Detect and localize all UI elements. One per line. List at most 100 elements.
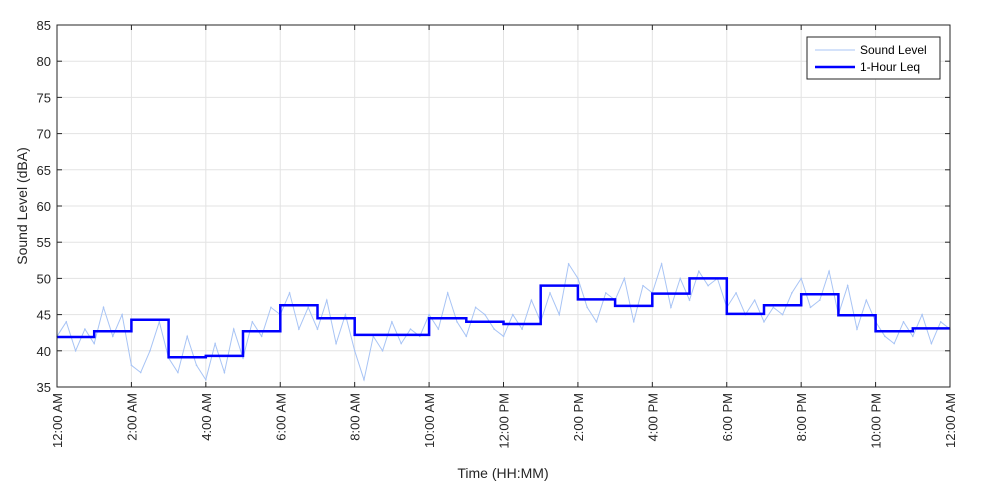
- sound-level-point: [512, 313, 514, 316]
- sound-level-point: [586, 306, 589, 309]
- y-tick-label: 40: [37, 344, 51, 359]
- legend-label-sound-level: Sound Level: [860, 43, 927, 57]
- sound-level-point: [344, 313, 347, 316]
- sound-level-point: [502, 335, 505, 338]
- sound-level-point: [632, 321, 635, 323]
- x-tick-label: 12:00 AM: [50, 393, 65, 448]
- sound-level-point: [288, 292, 291, 294]
- sound-level-point: [670, 306, 672, 309]
- sound-level-point: [121, 313, 123, 316]
- x-tick-label: 2:00 PM: [571, 393, 586, 441]
- sound-level-point: [298, 328, 300, 330]
- sound-level-point: [149, 350, 151, 352]
- x-tick-label: 6:00 PM: [720, 393, 735, 441]
- sound-level-point: [65, 321, 68, 323]
- sound-level-point: [74, 350, 77, 352]
- x-tick-label: 12:00 PM: [497, 393, 512, 449]
- sound-level-point: [307, 306, 309, 309]
- sound-level-point: [893, 342, 895, 345]
- sound-level-point: [186, 335, 189, 338]
- sound-level-point: [921, 313, 923, 316]
- sound-level-point: [493, 328, 495, 330]
- sound-level-point: [195, 364, 198, 367]
- legend-box: [806, 36, 941, 80]
- sound-level-point: [772, 306, 775, 309]
- sound-level-point: [205, 378, 207, 381]
- sound-level-point: [484, 313, 486, 316]
- sound-level-point: [577, 277, 579, 280]
- sound-level-point: [791, 292, 793, 294]
- sound-level-point: [158, 321, 161, 323]
- x-tick-label: 8:00 AM: [348, 393, 363, 441]
- sound-level-point: [530, 299, 533, 301]
- sound-level-point: [456, 321, 458, 323]
- sound-level-point: [391, 321, 393, 323]
- x-tick-label: 8:00 PM: [794, 393, 809, 441]
- sound-level-point: [939, 321, 942, 323]
- y-tick-label: 75: [37, 90, 51, 105]
- x-axis-title: Time (HH:MM): [457, 465, 548, 481]
- sound-level-point: [818, 299, 821, 301]
- sound-level-point: [558, 313, 561, 316]
- x-tick-label: 10:00 AM: [422, 393, 437, 448]
- y-tick-label: 85: [37, 18, 51, 33]
- y-tick-label: 60: [37, 199, 51, 214]
- sound-level-point: [214, 342, 216, 345]
- sound-level-point: [828, 270, 830, 272]
- sound-level-point: [270, 306, 272, 309]
- sound-level-point: [335, 342, 337, 345]
- sound-level-point: [856, 328, 858, 330]
- x-tick-label: 4:00 AM: [199, 393, 214, 441]
- sound-level-point: [112, 335, 114, 338]
- sound-level-point: [660, 263, 663, 265]
- sound-level-point: [102, 306, 105, 309]
- sound-level-point: [521, 328, 523, 330]
- sound-level-point: [446, 292, 449, 294]
- sound-level-point: [353, 350, 356, 352]
- sound-level-point: [902, 321, 905, 323]
- x-tick-label: 4:00 PM: [645, 393, 660, 441]
- y-axis: 35 40 45 50 55 60 65 70 75 80 85: [37, 18, 950, 395]
- sound-level-point: [381, 350, 384, 352]
- sound-level-point: [400, 342, 402, 345]
- sound-level-point: [223, 371, 226, 374]
- y-tick-label: 45: [37, 308, 51, 323]
- sound-level-point: [465, 335, 468, 338]
- sound-level-point: [409, 328, 412, 330]
- sound-level-point: [688, 299, 691, 301]
- sound-level-point: [763, 321, 765, 323]
- sound-level-point: [474, 306, 477, 309]
- sound-level-point: [911, 335, 914, 338]
- sound-level-point: [800, 277, 802, 280]
- legend-label-1-hour-leq: 1-Hour Leq: [860, 60, 920, 74]
- x-tick-label: 10:00 PM: [869, 393, 884, 449]
- y-tick-label: 35: [37, 380, 51, 395]
- series-area: [56, 261, 951, 382]
- sound-level-point: [781, 313, 784, 316]
- sound-level-point: [623, 277, 626, 280]
- sound-level-point: [884, 335, 886, 338]
- sound-level-point: [139, 371, 142, 374]
- sound-level-point: [567, 263, 570, 265]
- sound-level-point: [865, 299, 868, 301]
- sound-level-point: [930, 342, 933, 345]
- y-tick-label: 55: [37, 235, 51, 250]
- x-tick-label: 12:00 AM: [943, 393, 958, 448]
- sound-level-point: [251, 321, 254, 323]
- sound-level-point: [846, 284, 849, 287]
- sound-level-point: [177, 371, 179, 374]
- y-tick-label: 70: [37, 127, 51, 142]
- sound-level-point: [325, 299, 328, 301]
- sound-level-point: [130, 364, 133, 367]
- y-tick-label: 50: [37, 271, 51, 286]
- sound-level-point: [735, 292, 737, 294]
- sound-level-point: [437, 328, 440, 330]
- y-tick-label: 65: [37, 163, 51, 178]
- sound-level-point: [260, 335, 263, 338]
- legend: Sound Level 1-Hour Leq: [806, 36, 941, 80]
- sound-level-point: [707, 284, 709, 287]
- x-axis: 12:00 AM 2:00 AM 4:00 AM 6:00 AM 8:00 AM 10:0…: [50, 25, 958, 449]
- sound-level-point: [363, 378, 365, 381]
- sound-level-point: [242, 357, 244, 359]
